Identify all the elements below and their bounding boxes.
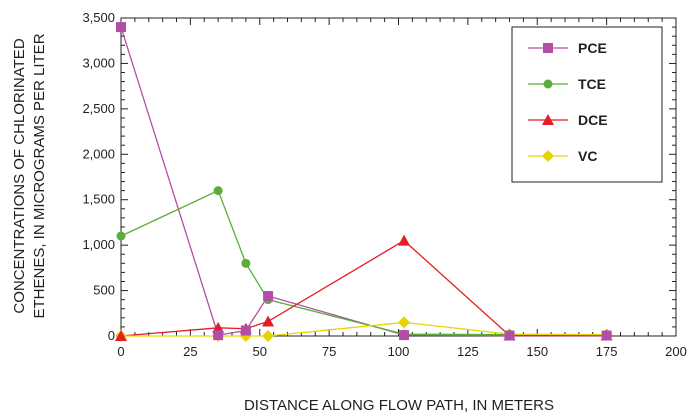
data-point-dce (398, 234, 411, 246)
legend-label: PCE (578, 40, 607, 56)
y-axis-title-line-2: ETHENES, IN MICROGRAMS PER LITER (31, 33, 48, 318)
legend-marker (542, 150, 554, 162)
x-tick-label: 100 (388, 344, 410, 359)
data-point-pce (240, 325, 251, 336)
x-tick-label: 200 (665, 344, 687, 359)
y-tick-label: 2,500 (82, 101, 115, 116)
legend-item-dce: DCE (528, 112, 608, 128)
y-axis-title: CONCENTRATIONS OF CHLORINATED ETHENES, I… (11, 33, 48, 318)
data-point-pce (263, 291, 274, 302)
y-tick-label: 2,000 (82, 146, 115, 161)
data-point-pce (504, 330, 515, 341)
series-line-dce (120, 239, 607, 337)
y-tick-label: 3,500 (82, 10, 115, 25)
y-tick-label: 3,000 (82, 55, 115, 70)
data-point-pce (213, 330, 224, 341)
x-tick-label: 125 (457, 344, 479, 359)
y-axis-title-line-1: CONCENTRATIONS OF CHLORINATED (11, 38, 28, 313)
legend-label: VC (578, 148, 597, 164)
data-point-vc (262, 330, 275, 342)
x-tick-label: 50 (253, 344, 267, 359)
y-tick-label: 0 (108, 328, 115, 343)
x-tick-label: 75 (322, 344, 336, 359)
y-tick-label: 1,000 (82, 237, 115, 252)
y-tick-label: 500 (93, 283, 115, 298)
y-tick-label: 1,500 (82, 192, 115, 207)
x-tick-label: 150 (526, 344, 548, 359)
x-axis-title: DISTANCE ALONG FLOW PATH, IN METERS (244, 397, 554, 414)
data-point-dce (115, 330, 127, 341)
legend-marker (543, 43, 553, 53)
data-point-pce (116, 22, 126, 33)
legend-marker (543, 79, 553, 89)
legend-label: TCE (578, 76, 606, 92)
data-point-dce (262, 315, 275, 327)
data-point-tce (213, 186, 223, 196)
legend-item-tce: TCE (528, 76, 606, 92)
legend-label: DCE (578, 112, 608, 128)
legend: PCE TCE DCE VC (511, 26, 663, 183)
plot-area: 0 25 50 75 100 125 150 175 200 0 500 1,000 1,500 2,00… (82, 10, 686, 359)
data-point-vc (398, 316, 411, 329)
legend-item-vc: VC (528, 148, 597, 164)
x-tick-label: 175 (596, 344, 618, 359)
x-tick-label: 25 (183, 344, 197, 359)
series-line-tce (120, 189, 607, 336)
data-point-dce (212, 321, 225, 333)
legend-marker (542, 114, 554, 125)
data-point-tce (241, 258, 251, 268)
legend-item-pce: PCE (528, 40, 607, 56)
x-tick-label: 0 (117, 344, 124, 359)
data-point-tce (116, 231, 126, 241)
data-point-pce (601, 330, 612, 341)
data-point-pce (399, 330, 410, 341)
